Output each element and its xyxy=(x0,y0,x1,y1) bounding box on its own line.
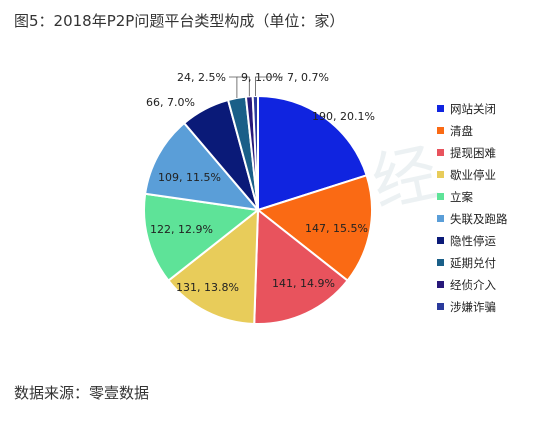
data-label-6: 109, 11.5% xyxy=(158,171,221,184)
legend-swatch-1 xyxy=(437,105,444,112)
legend-swatch-7 xyxy=(437,237,444,244)
pie-slice-4 xyxy=(167,207,260,325)
data-label-1: 190, 20.1% xyxy=(312,110,375,123)
data-label-4: 131, 13.8% xyxy=(176,281,239,294)
legend-label-10: 涉嫌诈骗 xyxy=(450,300,496,314)
data-label-10: 7, 0.7% xyxy=(287,71,329,84)
legend-label-3: 提现困难 xyxy=(450,146,496,160)
legend-label-2: 清盘 xyxy=(450,124,473,138)
data-label-5: 122, 12.9% xyxy=(150,223,213,236)
legend-swatch-9 xyxy=(437,281,444,288)
pie-slice-3 xyxy=(253,207,349,325)
data-label-3: 141, 14.9% xyxy=(272,277,335,290)
pie-slice-1 xyxy=(257,94,368,212)
legend-label-4: 歇业停业 xyxy=(450,168,496,182)
legend-label-6: 失联及跑路 xyxy=(450,212,508,226)
pie-slice-5 xyxy=(143,192,261,282)
source-note: 数据来源：零壹数据 xyxy=(14,384,150,402)
legend-swatch-5 xyxy=(437,193,444,200)
data-label-2: 147, 15.5% xyxy=(305,222,368,235)
legend-label-9: 经侦介入 xyxy=(450,278,496,292)
leader-line-8 xyxy=(229,76,238,98)
legend-label-5: 立案 xyxy=(450,190,473,204)
data-label-8: 24, 2.5% xyxy=(177,71,226,84)
legend-label-1: 网站关闭 xyxy=(450,102,496,116)
pie-slice-2 xyxy=(255,174,373,282)
legend-swatch-6 xyxy=(437,215,444,222)
leader-line-9 xyxy=(237,76,250,97)
data-labels: 190, 20.1% 147, 15.5% 141, 14.9% 131, 13.8%… xyxy=(146,71,375,294)
legend-label-7: 隐性停运 xyxy=(450,234,496,248)
pie-slices xyxy=(143,94,373,325)
legend-swatch-10 xyxy=(437,303,444,310)
pie-slice-10 xyxy=(251,94,259,211)
leader-line-10 xyxy=(254,76,283,96)
legend-swatch-2 xyxy=(437,127,444,134)
legend-label-8: 延期兑付 xyxy=(450,256,496,270)
pie-slice-6 xyxy=(144,121,261,212)
chart-title: 图5：2018年P2P问题平台类型构成（单位：家） xyxy=(14,12,345,30)
legend-swatch-8 xyxy=(437,259,444,266)
legend-swatch-3 xyxy=(437,149,444,156)
legend-swatch-4 xyxy=(437,171,444,178)
data-label-9: 9, 1.0% xyxy=(241,71,283,84)
data-label-7: 66, 7.0% xyxy=(146,96,195,109)
